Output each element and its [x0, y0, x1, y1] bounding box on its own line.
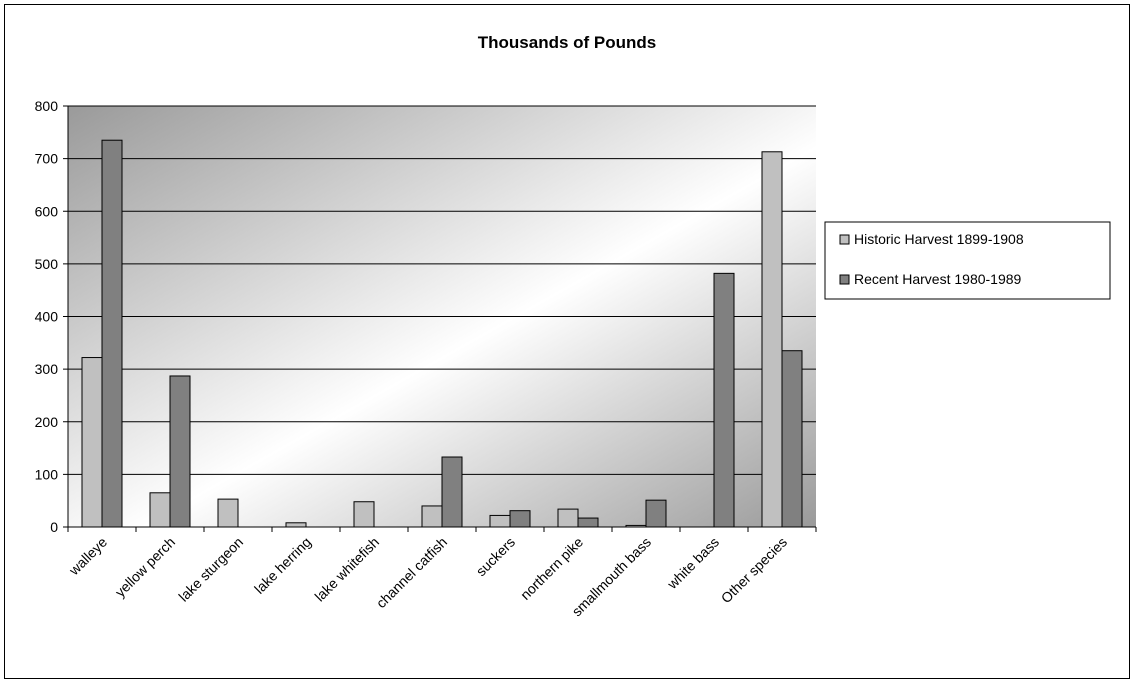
x-tick-label: lake sturgeon — [175, 534, 246, 605]
bar-recent — [713, 272, 735, 528]
x-tick-label: lake whitefish — [311, 534, 382, 605]
bar-historic — [217, 498, 239, 528]
legend-swatch-historic — [839, 234, 850, 245]
x-tick-label: yellow perch — [112, 534, 178, 600]
x-tick-label: walleye — [65, 534, 110, 579]
y-tick-label: 800 — [35, 98, 59, 114]
y-tick-label: 400 — [35, 309, 59, 325]
bar-historic — [489, 514, 511, 528]
bars — [81, 139, 803, 528]
bar-historic — [285, 522, 307, 528]
y-tick-label: 200 — [35, 414, 59, 430]
y-tick-label: 500 — [35, 256, 59, 272]
y-tick-label: 600 — [35, 203, 59, 219]
bar-historic — [149, 492, 171, 528]
y-axis: 0 100 200 300 400 500 600 700 800 — [35, 98, 69, 535]
x-tick-label: suckers — [473, 534, 518, 579]
bar-recent — [577, 517, 599, 528]
chart-title: Thousands of Pounds — [478, 33, 657, 52]
bar-recent — [101, 139, 123, 528]
bar-recent — [441, 456, 463, 528]
x-tick-label: northern pike — [517, 534, 586, 603]
x-tick-label: Other species — [718, 534, 790, 606]
legend: Historic Harvest 1899-1908 Recent Harves… — [824, 221, 1111, 300]
x-tick-label: channel catfish — [373, 534, 450, 611]
bar-historic — [557, 508, 579, 528]
bar-recent — [509, 510, 531, 528]
bar-historic — [353, 501, 375, 528]
legend-box — [824, 221, 1111, 300]
gridlines — [68, 105, 816, 475]
bar-historic — [761, 151, 783, 528]
bar-historic — [421, 505, 443, 528]
y-tick-label: 100 — [35, 466, 59, 482]
legend-label-recent: Recent Harvest 1980-1989 — [854, 271, 1022, 287]
y-tick-label: 300 — [35, 361, 59, 377]
bar-recent — [169, 375, 191, 528]
bar-recent — [645, 499, 667, 528]
bar-recent — [781, 350, 803, 528]
y-tick-label: 0 — [50, 519, 58, 535]
legend-swatch-recent — [839, 274, 850, 285]
x-tick-label: lake herring — [251, 534, 314, 597]
x-tick-label: white bass — [663, 534, 722, 593]
y-tick-label: 700 — [35, 151, 59, 167]
legend-label-historic: Historic Harvest 1899-1908 — [854, 231, 1024, 247]
bar-historic — [81, 357, 103, 528]
